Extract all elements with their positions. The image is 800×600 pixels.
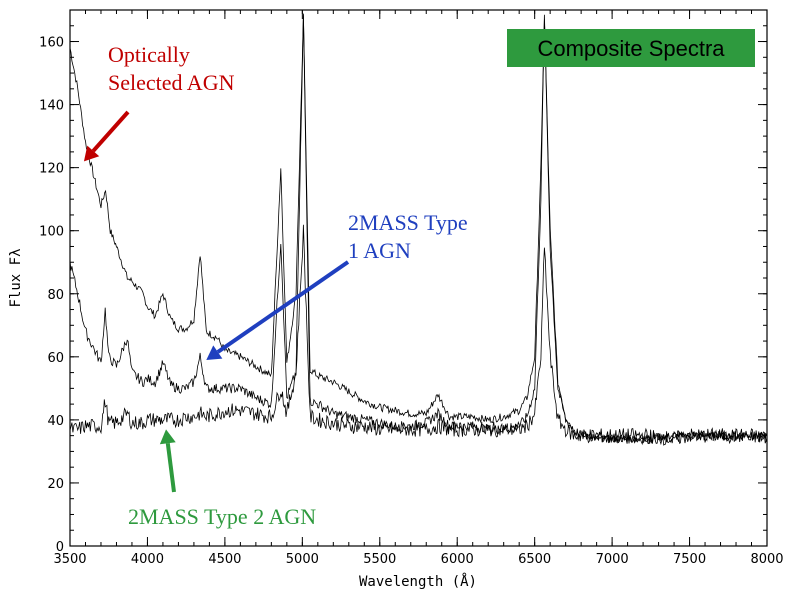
- x-tick-label: 6000: [441, 552, 474, 567]
- x-tick-label: 4000: [131, 552, 164, 567]
- x-axis-title: Wavelength (Å): [359, 573, 477, 590]
- title-badge-box: [507, 29, 755, 67]
- y-tick-label: 60: [47, 351, 64, 366]
- y-tick-label: 80: [47, 288, 64, 303]
- y-tick-label: 160: [39, 36, 64, 51]
- annotation-label: 2MASS Type 1 AGN: [348, 210, 468, 263]
- chart-title: Composite Spectra: [537, 36, 725, 61]
- y-tick-label: 40: [47, 414, 64, 429]
- annotation-label: Optically Selected AGN: [108, 42, 235, 95]
- annotation-arrow: [91, 110, 130, 153]
- annotation-line: 2MASS Type 2 AGN: [128, 504, 316, 529]
- y-tick-label: 100: [39, 225, 64, 240]
- x-tick-label: 3500: [53, 552, 86, 567]
- annotation-arrow: [165, 442, 176, 493]
- annotation-line: 1 AGN: [348, 238, 411, 263]
- x-tick-label: 7500: [673, 552, 706, 567]
- annotation-arrowhead: [206, 345, 223, 360]
- annotation-arrowhead: [159, 429, 176, 445]
- x-tick-label: 5000: [286, 552, 319, 567]
- annotation-line: Optically: [108, 42, 190, 67]
- annotation-arrow: [216, 260, 350, 354]
- x-tick-label: 8000: [750, 552, 783, 567]
- y-tick-label: 120: [39, 162, 64, 177]
- axis-ticks: 3500 4000 4500 5000 5500 6000 6500 7000 7500 8000…: [39, 9, 784, 567]
- series-layer: [69, 13, 768, 446]
- y-tick-label: 0: [56, 540, 64, 555]
- title-badge: Composite Spectra: [507, 29, 755, 67]
- y-tick-label: 20: [47, 477, 64, 492]
- x-tick-label: 5500: [363, 552, 396, 567]
- annotation-arrowhead: [83, 145, 100, 162]
- y-axis-title: Flux Fλ: [8, 248, 24, 307]
- annotation-line: Selected AGN: [108, 70, 235, 95]
- x-tick-label: 6500: [518, 552, 551, 567]
- annotation-line: 2MASS Type: [348, 210, 468, 235]
- annotation-label: 2MASS Type 2 AGN: [128, 504, 316, 529]
- y-tick-label: 140: [39, 99, 64, 114]
- x-tick-label: 7000: [596, 552, 629, 567]
- x-tick-label: 4500: [208, 552, 241, 567]
- series-line-2: [69, 224, 768, 446]
